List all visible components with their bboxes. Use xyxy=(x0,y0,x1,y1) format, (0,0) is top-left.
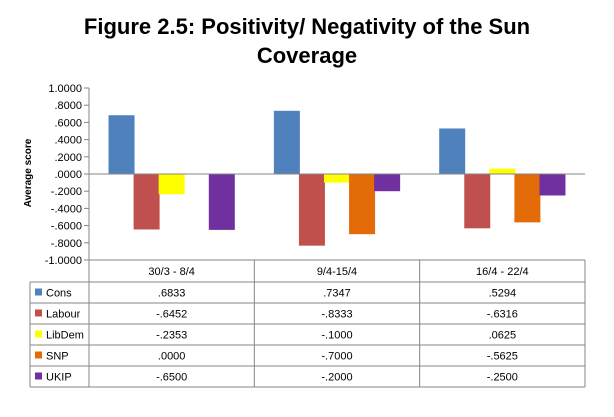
data-value: -.2353 xyxy=(156,330,187,342)
bar-cons-1 xyxy=(273,110,300,174)
y-tick-label: .8000 xyxy=(54,100,82,112)
data-value: -.7000 xyxy=(321,351,352,363)
chart-title-line-1: Figure 2.5: Positivity/ Negativity of th… xyxy=(83,14,531,39)
data-value: -.8333 xyxy=(321,309,352,321)
legend-key-snp xyxy=(35,351,42,359)
series-name: Cons xyxy=(46,288,72,300)
bar-labour-0 xyxy=(133,174,160,230)
data-value: -.6500 xyxy=(156,372,187,384)
data-value: -.1000 xyxy=(321,330,352,342)
bar-libdem-1 xyxy=(324,174,350,183)
category-label: 30/3 - 8/4 xyxy=(148,266,194,278)
data-table: 30/3 - 8/4 9/4-15/4 16/4 - 22/4 Cons .6833 .7… xyxy=(29,259,586,388)
series-name: SNP xyxy=(46,351,69,363)
data-value: .5294 xyxy=(489,288,517,300)
bar-snp-1 xyxy=(349,174,376,235)
series-name: UKIP xyxy=(46,372,72,384)
category-label: 16/4 - 22/4 xyxy=(476,266,529,278)
legend-key-cons xyxy=(35,288,42,296)
category-label: 9/4-15/4 xyxy=(317,266,357,278)
data-value: .0000 xyxy=(158,351,186,363)
data-value: -.2000 xyxy=(321,372,352,384)
bar-cons-2 xyxy=(439,128,466,174)
bar-labour-2 xyxy=(464,174,491,229)
data-value: -.2500 xyxy=(487,372,518,384)
bar-cons-0 xyxy=(108,115,135,174)
data-value: .0625 xyxy=(489,330,517,342)
bar-ukip-2 xyxy=(539,174,566,196)
legend-key-ukip xyxy=(35,372,42,380)
bar-ukip-0 xyxy=(208,174,235,230)
y-tick-label: -.8000 xyxy=(51,238,82,250)
y-tick-label: .6000 xyxy=(54,117,82,129)
data-value: -.6452 xyxy=(156,309,187,321)
y-tick-label: .0000 xyxy=(54,169,82,181)
data-value: -.6316 xyxy=(487,309,518,321)
y-tick-label: .4000 xyxy=(54,135,82,147)
bars xyxy=(108,110,566,246)
chart-title-line-2: Coverage xyxy=(256,43,358,68)
y-tick-label: -.6000 xyxy=(51,221,82,233)
chart-title: Figure 2.5: Positivity/ Negativity of th… xyxy=(0,12,614,70)
legend-key-labour xyxy=(35,309,42,317)
y-tick-label: .2000 xyxy=(54,152,82,164)
data-value: .6833 xyxy=(158,288,186,300)
bar-libdem-2 xyxy=(489,168,516,174)
y-axis-tick-marks xyxy=(84,87,89,261)
y-axis-label: Average score xyxy=(23,138,34,207)
axes xyxy=(88,88,585,260)
y-tick-label: -.2000 xyxy=(51,186,82,198)
bar-libdem-0 xyxy=(158,174,185,195)
series-name: LibDem xyxy=(46,330,84,342)
y-tick-label: -.4000 xyxy=(51,203,82,215)
data-value: -.5625 xyxy=(487,351,518,363)
y-tick-labels: 1.0000 .8000 .6000 .4000 .2000 .0000 -.2000 -.4… xyxy=(45,83,82,267)
y-tick-label: 1.0000 xyxy=(48,83,82,95)
legend-key-libdem xyxy=(35,330,42,338)
data-value: .7347 xyxy=(323,288,351,300)
y-tick-label: -1.0000 xyxy=(45,255,82,267)
bar-labour-1 xyxy=(298,174,325,246)
series-name: Labour xyxy=(46,309,81,321)
bar-snp-2 xyxy=(514,174,541,223)
bar-ukip-1 xyxy=(374,174,401,192)
